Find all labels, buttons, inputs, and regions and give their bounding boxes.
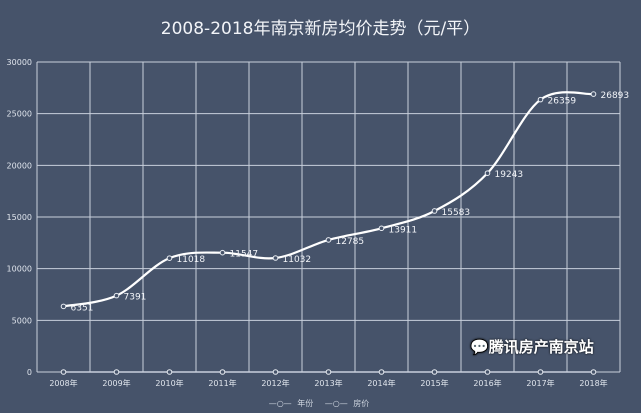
data-label: 6351 (71, 303, 94, 313)
data-point (378, 369, 385, 375)
data-label: 19243 (495, 170, 524, 180)
data-point (378, 225, 385, 232)
data-label: 11547 (230, 250, 259, 260)
y-tick-label: 20000 (7, 161, 32, 170)
data-point (219, 369, 226, 375)
legend-label: 房价 (353, 399, 370, 408)
watermark-text: 腾讯房产南京站 (488, 338, 594, 356)
data-point (325, 369, 332, 375)
legend-label: 年份 (297, 399, 314, 408)
data-point (537, 96, 544, 103)
data-point (537, 369, 544, 375)
data-label: 26893 (601, 91, 630, 101)
x-tick-label: 2012年 (261, 378, 289, 388)
x-tick-label: 2015年 (420, 378, 448, 388)
x-tick-label: 2013年 (314, 378, 342, 388)
data-point (272, 255, 279, 261)
x-tick-label: 2008年 (49, 378, 77, 388)
y-tick-label: 25000 (7, 110, 32, 119)
chart-title: 2008-2018年南京新房均价走势（元/平） (160, 19, 481, 39)
x-tick-label: 2010年 (155, 378, 183, 388)
data-point (166, 255, 173, 261)
data-label: 11032 (283, 255, 312, 265)
y-tick-label: 0 (27, 368, 32, 377)
data-label: 7391 (124, 293, 147, 303)
data-label: 12785 (336, 237, 365, 247)
y-tick-label: 10000 (7, 265, 32, 274)
data-point (590, 91, 597, 97)
legend-item-price: —○— 房价 (324, 399, 370, 408)
data-label: 26359 (548, 97, 577, 107)
legend-item-year: —○— 年份 (268, 399, 314, 408)
y-tick-label: 30000 (7, 58, 32, 67)
y-tick-label: 5000 (12, 316, 32, 325)
data-point (60, 303, 67, 310)
legend: —○— 年份 —○— 房价 (0, 398, 641, 409)
data-point (484, 170, 491, 176)
wechat-icon: 💬 (470, 338, 489, 356)
data-point (113, 369, 120, 375)
x-tick-label: 2016年 (473, 378, 501, 388)
y-tick-label: 15000 (7, 213, 32, 222)
data-label: 13911 (389, 225, 418, 235)
data-label: 15583 (442, 208, 471, 218)
x-tick-label: 2014年 (367, 378, 395, 388)
x-tick-label: 2018年 (579, 378, 607, 388)
x-tick-label: 2011年 (208, 378, 236, 388)
data-point (590, 369, 597, 375)
data-label: 11018 (177, 255, 206, 265)
data-point (484, 369, 491, 375)
watermark: 💬腾讯房产南京站 (470, 336, 594, 357)
data-point (325, 237, 332, 243)
data-point (166, 369, 173, 375)
data-point (272, 369, 279, 375)
data-point (219, 249, 226, 256)
data-point (431, 208, 438, 214)
x-tick-label: 2017年 (526, 378, 554, 388)
data-point (60, 369, 67, 375)
data-point (431, 369, 438, 375)
x-tick-label: 2009年 (102, 378, 130, 388)
data-point (113, 292, 120, 299)
